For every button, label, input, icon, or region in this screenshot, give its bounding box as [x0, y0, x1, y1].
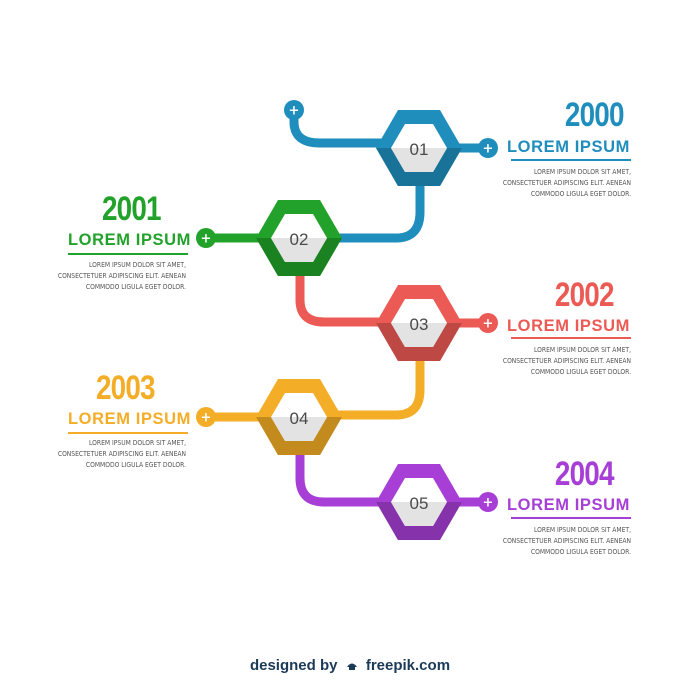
hexagon-05[interactable]: 05 [376, 464, 462, 540]
credit-brand[interactable]: freepik.com [365, 657, 451, 674]
connector-03-to-04 [325, 353, 425, 420]
connector-04-to-05 [295, 447, 393, 507]
step-number-01: 01 [410, 140, 429, 159]
divider-step-03 [511, 337, 631, 339]
svg-text:+: + [201, 232, 212, 247]
year-label-2001: 2001 [102, 190, 162, 228]
svg-text:+: + [483, 142, 494, 157]
step-number-03: 03 [410, 315, 429, 334]
description-step-05: LOREM IPSUM DOLOR SIT AMET, CONSECTETUER … [502, 526, 631, 556]
svg-text:+: + [483, 496, 494, 511]
plus-circle-01[interactable]: + [478, 138, 498, 158]
divider-step-01 [511, 159, 631, 161]
plus-circle-05[interactable]: + [478, 492, 498, 512]
description-step-03: LOREM IPSUM DOLOR SIT AMET, CONSECTETUER … [502, 346, 631, 376]
svg-text:+: + [289, 104, 300, 119]
connector-start-to-01 [289, 107, 393, 148]
step-number-05: 05 [410, 494, 429, 513]
divider-step-05 [511, 517, 631, 519]
divider-step-04 [68, 432, 188, 434]
plus-circle-03[interactable]: + [478, 313, 498, 333]
description-step-04: LOREM IPSUM DOLOR SIT AMET, CONSECTETUER … [57, 439, 186, 469]
hexagon-02[interactable]: 02 [256, 200, 342, 276]
hexagon-01[interactable]: 01 [376, 110, 462, 186]
hexagon-03[interactable]: 03 [376, 285, 462, 361]
year-label-2000: 2000 [565, 96, 625, 134]
plus-circle-start[interactable]: + [284, 100, 304, 120]
svg-text:+: + [483, 317, 494, 332]
plus-circle-02[interactable]: + [196, 228, 216, 248]
heading-step-01: LOREM IPSUM [506, 138, 630, 156]
year-label-2003: 2003 [96, 369, 156, 407]
connector-01-to-02 [325, 180, 425, 243]
heading-step-05: LOREM IPSUM [506, 496, 630, 514]
heading-step-02: LOREM IPSUM [68, 231, 192, 249]
description-step-01: LOREM IPSUM DOLOR SIT AMET, CONSECTETUER … [502, 168, 631, 198]
connector-02-to-03 [295, 267, 393, 327]
plus-circle-04[interactable]: + [196, 407, 216, 427]
heading-step-04: LOREM IPSUM [68, 410, 192, 428]
credit-footer: designed by freepik.com [0, 657, 700, 674]
credit-prefix: designed by [249, 657, 338, 674]
year-label-2002: 2002 [555, 276, 615, 314]
step-number-04: 04 [290, 409, 309, 428]
step-number-02: 02 [290, 230, 309, 249]
svg-text:+: + [201, 411, 212, 426]
freepik-logo-icon [346, 663, 357, 670]
year-label-2004: 2004 [555, 455, 615, 493]
description-step-02: LOREM IPSUM DOLOR SIT AMET, CONSECTETUER … [57, 261, 186, 291]
hexagon-04[interactable]: 04 [256, 379, 342, 455]
divider-step-02 [68, 253, 188, 255]
heading-step-03: LOREM IPSUM [506, 317, 630, 335]
